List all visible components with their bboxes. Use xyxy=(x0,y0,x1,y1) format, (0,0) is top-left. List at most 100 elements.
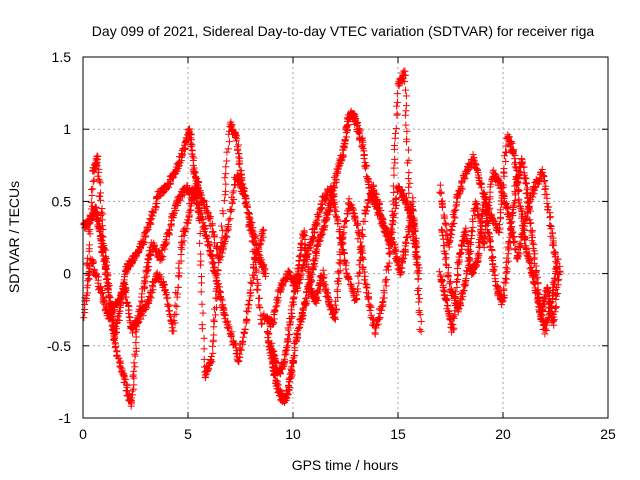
y-tick-label: 0.5 xyxy=(52,193,72,209)
data-point xyxy=(120,273,128,281)
data-point xyxy=(289,295,297,303)
data-point xyxy=(244,308,252,316)
data-point xyxy=(130,374,138,382)
data-point xyxy=(333,286,341,294)
data-point xyxy=(222,180,230,188)
data-point xyxy=(131,350,139,358)
data-point xyxy=(518,206,526,214)
data-point xyxy=(85,241,93,249)
data-point xyxy=(116,363,124,371)
data-point xyxy=(155,192,163,200)
data-point xyxy=(211,311,219,319)
data-point xyxy=(417,317,425,325)
data-point xyxy=(414,260,422,268)
data-point xyxy=(255,294,263,302)
data-point xyxy=(141,274,149,282)
data-point xyxy=(402,92,410,100)
data-point xyxy=(435,268,443,276)
data-point xyxy=(390,164,398,172)
data-point xyxy=(546,213,554,221)
data-point xyxy=(197,288,205,296)
data-point xyxy=(253,275,261,283)
data-point xyxy=(97,189,105,197)
data-point xyxy=(293,330,301,338)
data-point xyxy=(209,349,217,357)
data-point xyxy=(414,290,422,298)
data-point xyxy=(178,245,186,253)
data-point xyxy=(223,148,231,156)
data-point xyxy=(504,257,512,265)
data-point xyxy=(385,259,393,267)
data-point xyxy=(210,323,218,331)
data-point xyxy=(409,194,417,202)
data-point xyxy=(443,301,451,309)
data-point xyxy=(87,198,95,206)
data-point xyxy=(384,262,392,270)
y-tick-label: 1 xyxy=(63,121,71,137)
data-point xyxy=(546,221,554,229)
data-point xyxy=(97,196,105,204)
data-point xyxy=(140,238,148,246)
data-point xyxy=(290,294,298,302)
data-point xyxy=(138,293,146,301)
data-point xyxy=(260,226,268,234)
data-point xyxy=(233,146,241,154)
data-point xyxy=(392,125,400,133)
data-point xyxy=(300,228,308,236)
data-point xyxy=(253,285,261,293)
data-point xyxy=(115,317,123,325)
data-point xyxy=(173,290,181,298)
data-point xyxy=(440,213,448,221)
data-point xyxy=(468,228,476,236)
data-point xyxy=(225,216,233,224)
data-point xyxy=(256,241,264,249)
data-point xyxy=(225,324,233,332)
data-point xyxy=(248,279,256,287)
data-point xyxy=(244,300,252,308)
data-point xyxy=(227,207,235,215)
data-point xyxy=(439,232,447,240)
data-point xyxy=(415,270,423,278)
data-point xyxy=(217,222,225,230)
data-point xyxy=(235,160,243,168)
data-point xyxy=(220,197,228,205)
data-point xyxy=(129,372,137,380)
y-axis-label: SDTVAR / TECUs xyxy=(6,181,22,293)
x-tick-labels: 0 5 10 15 20 25 xyxy=(79,426,616,442)
data-point xyxy=(355,279,363,287)
data-point xyxy=(96,192,104,200)
data-point xyxy=(393,102,401,110)
data-point xyxy=(258,320,265,328)
data-point xyxy=(405,183,413,191)
data-point xyxy=(200,355,208,363)
data-point xyxy=(500,165,508,173)
data-point xyxy=(123,298,131,306)
data-point xyxy=(243,203,251,211)
data-point xyxy=(505,244,513,252)
data-point xyxy=(210,317,218,325)
data-point xyxy=(131,363,139,371)
data-point xyxy=(81,309,89,317)
data-point xyxy=(502,263,510,271)
data-point xyxy=(90,176,98,184)
data-point xyxy=(207,352,215,360)
data-point xyxy=(402,107,410,115)
data-point xyxy=(363,284,371,292)
data-point xyxy=(379,294,387,302)
data-point xyxy=(451,207,459,215)
data-point xyxy=(226,215,234,223)
data-point xyxy=(88,186,96,194)
data-point xyxy=(390,171,398,179)
x-tick-label: 10 xyxy=(285,426,301,442)
data-point xyxy=(488,247,496,255)
data-point xyxy=(393,98,401,106)
data-point xyxy=(441,255,449,263)
data-point xyxy=(312,248,320,256)
data-point xyxy=(366,306,374,314)
data-point xyxy=(505,237,513,245)
data-point xyxy=(224,145,232,153)
data-point xyxy=(239,333,247,341)
data-point xyxy=(139,237,147,245)
data-point xyxy=(199,309,207,317)
